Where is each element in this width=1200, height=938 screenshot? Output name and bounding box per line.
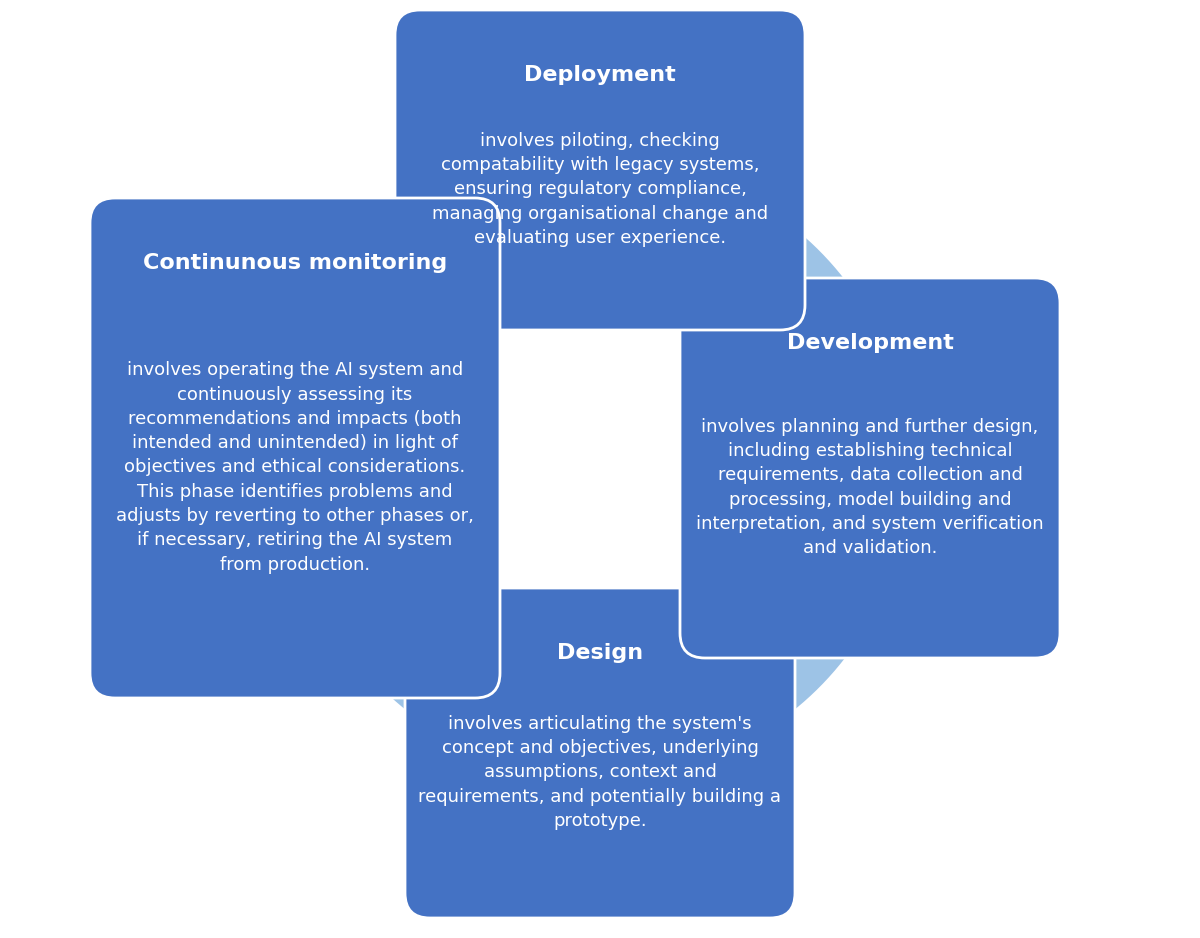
Text: involves planning and further design,
including establishing technical
requireme: involves planning and further design, in… bbox=[696, 417, 1044, 557]
FancyBboxPatch shape bbox=[395, 10, 805, 330]
Text: Development: Development bbox=[786, 333, 954, 353]
FancyBboxPatch shape bbox=[406, 588, 796, 918]
Text: involves piloting, checking
compatability with legacy systems,
ensuring regulato: involves piloting, checking compatabilit… bbox=[432, 132, 768, 247]
Text: involves articulating the system's
concept and objectives, underlying
assumption: involves articulating the system's conce… bbox=[419, 715, 781, 830]
FancyBboxPatch shape bbox=[90, 198, 500, 698]
Text: involves operating the AI system and
continuously assessing its
recommendations : involves operating the AI system and con… bbox=[116, 361, 474, 574]
Text: Deployment: Deployment bbox=[524, 65, 676, 85]
Text: Continunous monitoring: Continunous monitoring bbox=[143, 253, 448, 273]
Text: Design: Design bbox=[557, 643, 643, 663]
FancyBboxPatch shape bbox=[680, 278, 1060, 658]
